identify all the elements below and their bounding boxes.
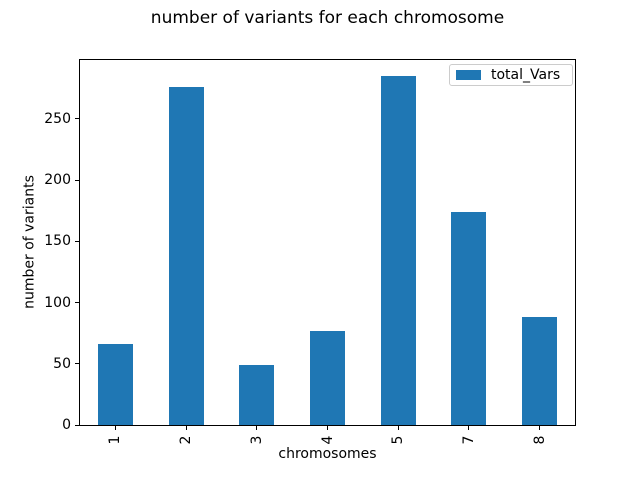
y-tick-label-200: 200: [44, 172, 71, 189]
y-tick-label-150: 150: [44, 233, 71, 250]
bar-2: [168, 86, 204, 425]
chart-title: number of variants for each chromosome: [150, 8, 505, 28]
y-tick-150: [75, 240, 79, 242]
x-tick-3: [256, 426, 258, 430]
y-tick-50: [75, 363, 79, 365]
y-tick-label-0: 0: [62, 417, 71, 433]
legend-label: total_Vars: [491, 67, 561, 83]
y-tick-label-250: 250: [44, 110, 71, 127]
y-axis-label: number of variants: [21, 175, 38, 309]
x-tick-4: [327, 426, 328, 430]
legend: total_Vars: [449, 64, 573, 86]
y-tick-200: [75, 179, 79, 181]
y-tick-label-50: 50: [53, 355, 71, 372]
bar-1: [97, 344, 133, 425]
y-tick-100: [75, 302, 79, 304]
y-tick-0: [75, 424, 79, 426]
x-tick-2: [185, 426, 187, 430]
x-tick-7: [468, 426, 470, 430]
y-tick-250: [75, 118, 79, 120]
bar-4: [310, 330, 345, 425]
bar-8: [522, 317, 558, 425]
x-axis-label: chromosomes: [278, 446, 377, 462]
y-tick-label-100: 100: [44, 294, 71, 311]
bar-7: [451, 211, 487, 425]
bar-3: [239, 364, 275, 425]
x-tick-5: [397, 426, 399, 430]
x-tick-1: [114, 426, 116, 430]
x-tick-8: [539, 426, 541, 430]
bar-5: [380, 75, 416, 425]
plot-area: total_Vars 1 2 3 4 5 7 8 0 50 100 150 200 250: [44, 59, 576, 444]
legend-swatch: [456, 70, 481, 80]
